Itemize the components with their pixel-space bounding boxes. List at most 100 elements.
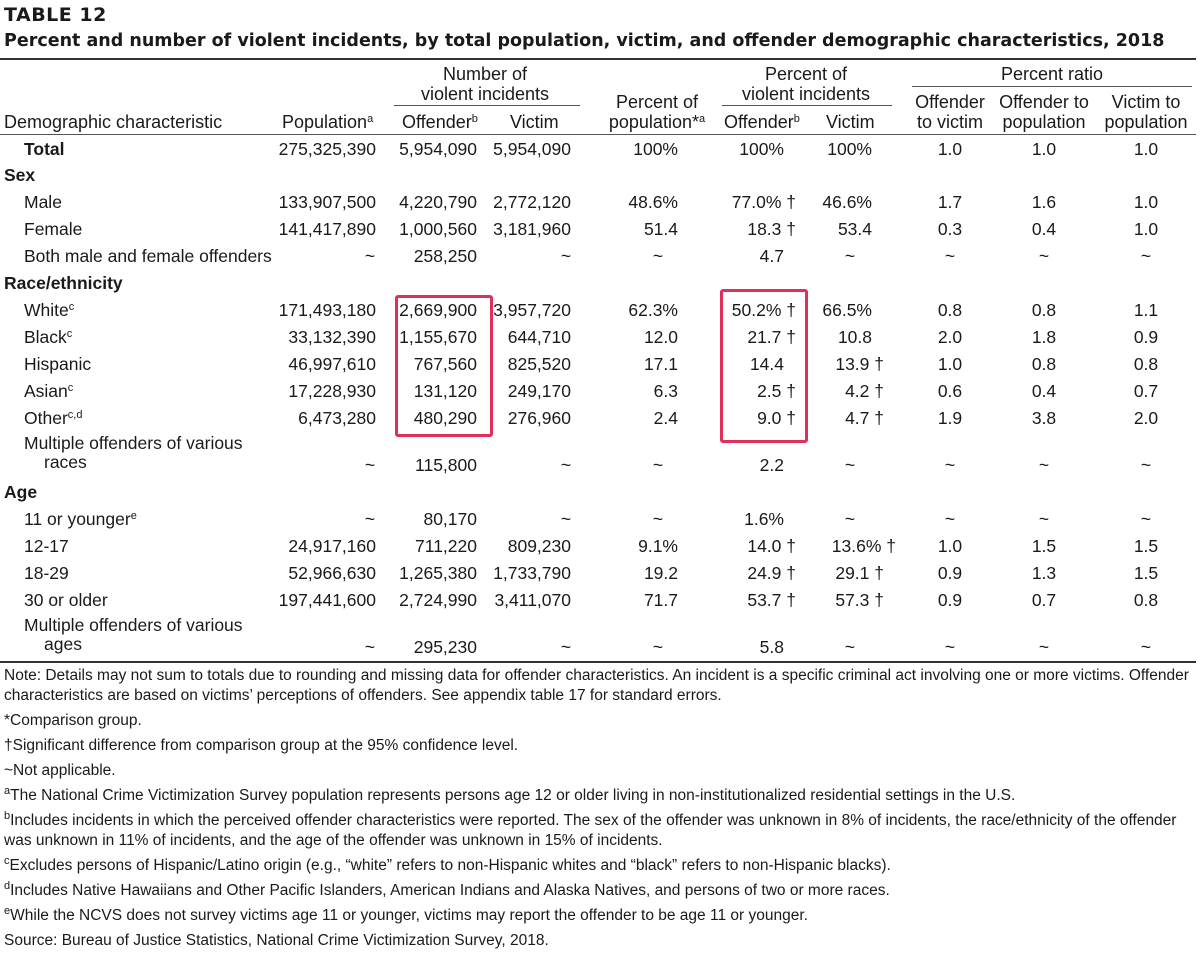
footnote-c: cExcludes persons of Hispanic/Latino ori… (4, 855, 891, 875)
col-header-pct-victim: Victim (826, 112, 875, 132)
cell-pct-offender: 77.0% † (731, 192, 796, 212)
cell-pct-victim: 29.1 † (835, 563, 884, 583)
cell-ratio-ov: 1.7 (937, 192, 963, 212)
cell-num-offender: 767,560 (413, 354, 477, 374)
col-header-ratio-op: Offender to population (999, 92, 1089, 132)
cell-ratio-vp: 1.1 (1133, 300, 1159, 320)
section-heading-age: Age (4, 482, 38, 502)
cell-pct-offender: 1.6% (744, 509, 784, 529)
cell-pct-victim: ~ (844, 246, 856, 266)
cell-pct-victim: ~ (844, 637, 856, 657)
note-not-applicable: ~Not applicable. (4, 762, 116, 779)
cell-pct-population: ~ (652, 246, 664, 266)
cell-pct-victim: ~ (844, 509, 856, 529)
cell-num-victim: ~ (560, 455, 572, 475)
cell-ratio-ov: 0.9 (937, 590, 963, 610)
cell-pct-population: ~ (652, 455, 664, 475)
footnote-e: eWhile the NCVS does not survey victims … (4, 905, 808, 925)
cell-num-offender: 5,954,090 (399, 139, 477, 159)
cell-ratio-ov: ~ (944, 246, 956, 266)
cell-ratio-op: 1.0 (1031, 139, 1057, 159)
cell-pct-offender: 100% (739, 139, 784, 159)
cell-ratio-op: 1.5 (1031, 536, 1057, 556)
cell-pct-offender: 24.9 † (747, 563, 796, 583)
cell-ratio-vp: 0.8 (1133, 590, 1159, 610)
cell-ratio-vp: ~ (1140, 246, 1152, 266)
cell-num-victim: 2,772,120 (493, 192, 571, 212)
cell-pct-population: 51.4 (643, 219, 678, 239)
table-row-asian: Asianc 17,228,930 131,120 249,170 6.3 2.… (0, 378, 1200, 404)
cell-num-victim: 3,957,720 (493, 300, 571, 320)
table-row-hispanic: Hispanic 46,997,610 767,560 825,520 17.1… (0, 351, 1200, 377)
cell-pct-offender: 53.7 † (747, 590, 796, 610)
cell-num-offender: 480,290 (413, 408, 477, 428)
cell-pct-population: 48.6% (628, 192, 678, 212)
cell-num-offender: 258,250 (413, 246, 477, 266)
cell-ratio-ov: 0.6 (937, 381, 963, 401)
cell-ratio-vp: 0.8 (1133, 354, 1159, 374)
cell-pct-offender: 14.4 (749, 354, 784, 374)
cell-pct-population: ~ (652, 509, 664, 529)
cell-num-offender: 115,800 (415, 455, 477, 475)
cell-num-offender: 1,000,560 (399, 219, 477, 239)
cell-ratio-ov: 0.8 (937, 300, 963, 320)
cell-ratio-ov: 1.0 (937, 139, 963, 159)
cell-pct-offender: 2.2 (759, 455, 784, 475)
cell-ratio-ov: 1.0 (937, 536, 963, 556)
row-label: 11 or youngere (24, 509, 137, 529)
cell-population: ~ (364, 455, 376, 475)
group-header-ratio: Percent ratio (1000, 64, 1104, 84)
cell-ratio-op: 0.4 (1031, 219, 1057, 239)
cell-pct-offender: 4.7 (759, 246, 784, 266)
cell-ratio-op: 0.8 (1031, 300, 1057, 320)
cell-ratio-ov: ~ (944, 637, 956, 657)
table-row-multi-age: Multiple offenders of various ages ~ 295,… (0, 614, 1200, 660)
cell-num-victim: ~ (560, 509, 572, 529)
table-row-male: Male 133,907,500 4,220,790 2,772,120 48.… (0, 189, 1200, 215)
cell-num-offender: 711,220 (415, 536, 477, 556)
cell-ratio-op: ~ (1038, 509, 1050, 529)
group-rule-ratio (912, 86, 1192, 87)
group-header-percent: Percent of violent incidents (741, 64, 871, 104)
source-line: Source: Bureau of Justice Statistics, Na… (4, 932, 549, 949)
cell-population: 171,493,180 (278, 300, 376, 320)
col-header-ratio-vp: Victim to population (1104, 92, 1188, 132)
table-row-both-sex: Both male and female offenders ~ 258,250… (0, 243, 1200, 269)
row-label: 30 or older (24, 590, 108, 610)
cell-pct-victim: 4.2 † (845, 381, 884, 401)
group-header-number: Number of violent incidents (420, 64, 550, 104)
cell-ratio-vp: ~ (1140, 637, 1152, 657)
cell-ratio-op: 1.8 (1031, 327, 1057, 347)
group-rule-percent (722, 105, 892, 106)
col-header-num-offender: Offenderb (402, 112, 478, 132)
cell-pct-population: 71.7 (643, 590, 678, 610)
row-label: Multiple offenders of various ages (24, 615, 243, 654)
cell-ratio-op: ~ (1038, 637, 1050, 657)
cell-num-victim: 249,170 (507, 381, 571, 401)
col-header-pct-population: Percent of population*a (608, 92, 706, 132)
cell-num-victim: 825,520 (507, 354, 571, 374)
header-bottom-rule (0, 134, 1196, 135)
cell-pct-victim: ~ (844, 455, 856, 475)
cell-ratio-ov: ~ (944, 509, 956, 529)
cell-population: 197,441,600 (278, 590, 376, 610)
table-row-multi-race: Multiple offenders of various races ~ 115… (0, 432, 1200, 478)
footnote-d: dIncludes Native Hawaiians and Other Pac… (4, 880, 890, 900)
note-significant: †Significant difference from comparison … (4, 737, 519, 754)
cell-ratio-op: 3.8 (1031, 408, 1057, 428)
cell-ratio-op: ~ (1038, 246, 1050, 266)
cell-pct-offender: 14.0 † (747, 536, 796, 556)
row-label: Multiple offenders of various races (24, 433, 243, 472)
table-title: Percent and number of violent incidents,… (4, 31, 1165, 51)
highlight-box-offender-count (395, 295, 493, 437)
table-row-total: Total 275,325,390 5,954,090 5,954,090 10… (0, 136, 1200, 162)
footnote-b: bIncludes incidents in which the perceiv… (4, 810, 1177, 850)
cell-num-offender: 295,230 (413, 637, 477, 657)
cell-population: ~ (364, 246, 376, 266)
cell-pct-victim: 13.6% † (831, 536, 896, 556)
cell-pct-population: 2.4 (653, 408, 678, 428)
cell-pct-offender: 2.5 † (757, 381, 796, 401)
cell-num-victim: 809,230 (507, 536, 571, 556)
cell-num-offender: 131,120 (413, 381, 477, 401)
